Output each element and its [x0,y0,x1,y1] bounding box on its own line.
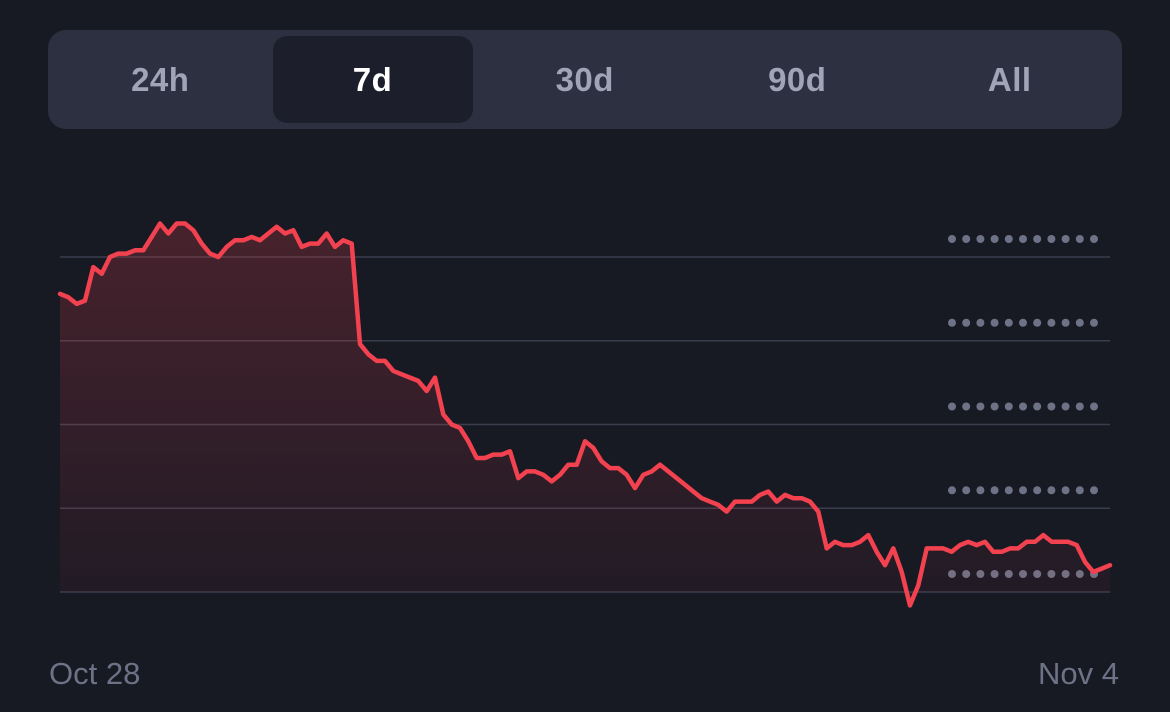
price-level-dots [948,486,1098,495]
price-level-dots [948,402,1098,411]
price-area-fill [60,223,1110,606]
tab-90d[interactable]: 90d [768,60,827,98]
price-line [57,221,1113,608]
tab-all[interactable]: All [987,60,1032,98]
timeframe-tabs: 24h 7d 30d 90d All [48,30,1122,129]
price-level-dots [948,235,1098,243]
price-chart [0,150,1170,650]
price-chart-svg [57,221,1113,608]
tab-7d[interactable]: 7d [272,36,473,123]
x-axis-end-label: Nov 4 [1038,656,1119,691]
price-level-dots [948,318,1098,327]
x-axis-start-label: Oct 28 [49,656,141,691]
tab-24h[interactable]: 24h [131,60,190,98]
tab-30d[interactable]: 30d [555,60,614,98]
